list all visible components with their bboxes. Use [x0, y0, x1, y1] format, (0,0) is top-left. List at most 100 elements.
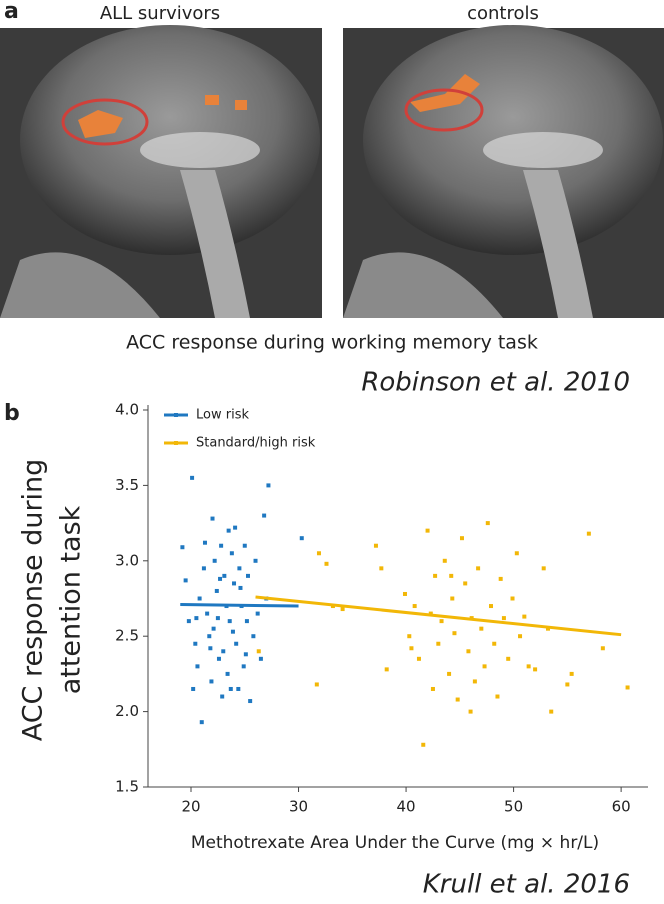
point: [207, 634, 212, 639]
point: [230, 629, 235, 634]
point: [221, 649, 226, 654]
point: [199, 720, 204, 725]
point: [246, 573, 250, 578]
point: [266, 483, 271, 488]
point: [379, 566, 384, 571]
point: [258, 656, 263, 661]
point: [212, 558, 217, 563]
point: [565, 682, 570, 687]
point: [236, 686, 241, 691]
point: [407, 634, 412, 639]
point: [482, 664, 487, 669]
point: [476, 566, 481, 571]
x-tick-label: 30: [289, 798, 308, 816]
point: [495, 694, 500, 699]
point: [436, 641, 441, 646]
point: [569, 671, 574, 676]
y-tick-label: 2.5: [115, 627, 139, 645]
x-tick-label: 40: [397, 798, 416, 816]
point: [244, 619, 249, 624]
point: [233, 525, 238, 530]
point: [205, 611, 210, 616]
point: [450, 596, 455, 601]
point: [498, 576, 503, 581]
point: [197, 596, 202, 601]
citation: Robinson et al. 2010: [361, 368, 630, 398]
point: [190, 475, 195, 480]
point: [232, 581, 237, 586]
legend-marker: [174, 413, 178, 417]
point: [262, 513, 267, 518]
point: [442, 558, 447, 563]
point: [449, 573, 454, 578]
point: [526, 664, 531, 669]
point: [255, 611, 260, 616]
point: [546, 626, 550, 631]
mri-image: [0, 25, 322, 318]
point: [452, 631, 457, 636]
point: [455, 697, 460, 702]
point: [220, 694, 225, 699]
point: [256, 649, 261, 654]
point: [216, 656, 221, 661]
point: [510, 596, 515, 601]
y-axis-label: ACC response during: [18, 459, 49, 742]
point: [180, 545, 185, 550]
point: [518, 634, 523, 639]
point: [489, 604, 494, 609]
point: [243, 652, 248, 657]
point: [439, 619, 444, 624]
point: [586, 531, 591, 536]
citation: Krull et al. 2016: [423, 870, 630, 900]
y-tick-label: 4.0: [115, 401, 139, 419]
x-tick-label: 50: [504, 798, 523, 816]
image-title: ALL survivors: [100, 3, 220, 24]
point: [215, 616, 220, 621]
point: [549, 709, 554, 714]
y-axis-label: attention task: [56, 505, 87, 694]
point: [299, 536, 304, 541]
point: [226, 528, 231, 533]
point: [468, 709, 473, 714]
trend-line: [255, 595, 622, 637]
caption: ACC response during working memory task: [126, 332, 538, 354]
point: [402, 591, 407, 596]
point: [459, 536, 464, 541]
x-tick-label: 20: [181, 798, 200, 816]
point: [412, 604, 417, 609]
y-tick-label: 2.0: [115, 702, 139, 720]
point: [202, 540, 207, 545]
point: [218, 576, 223, 581]
point: [237, 566, 242, 571]
point: [242, 543, 247, 548]
point: [229, 551, 234, 556]
point: [227, 619, 232, 624]
point: [421, 742, 426, 747]
point: [214, 588, 219, 593]
point: [506, 656, 511, 661]
x-axis-label: Methotrexate Area Under the Curve (mg × …: [191, 833, 599, 853]
point: [222, 573, 227, 578]
trend-line: [180, 603, 299, 608]
point: [186, 619, 191, 624]
legend-label: Standard/high risk: [196, 436, 316, 451]
point: [425, 528, 430, 533]
point: [191, 686, 196, 691]
point: [238, 585, 243, 590]
point: [248, 699, 253, 704]
point: [384, 667, 389, 672]
point: [541, 566, 546, 571]
point: [251, 634, 256, 639]
point: [324, 561, 329, 566]
y-tick-label: 3.5: [115, 476, 139, 494]
point: [447, 671, 452, 676]
point: [514, 551, 519, 556]
point: [253, 558, 258, 563]
point: [209, 679, 214, 684]
point: [241, 664, 246, 669]
point: [600, 646, 605, 651]
panel-label: b: [4, 401, 20, 426]
point: [485, 521, 490, 526]
point: [430, 686, 435, 691]
image-title: controls: [467, 3, 539, 24]
